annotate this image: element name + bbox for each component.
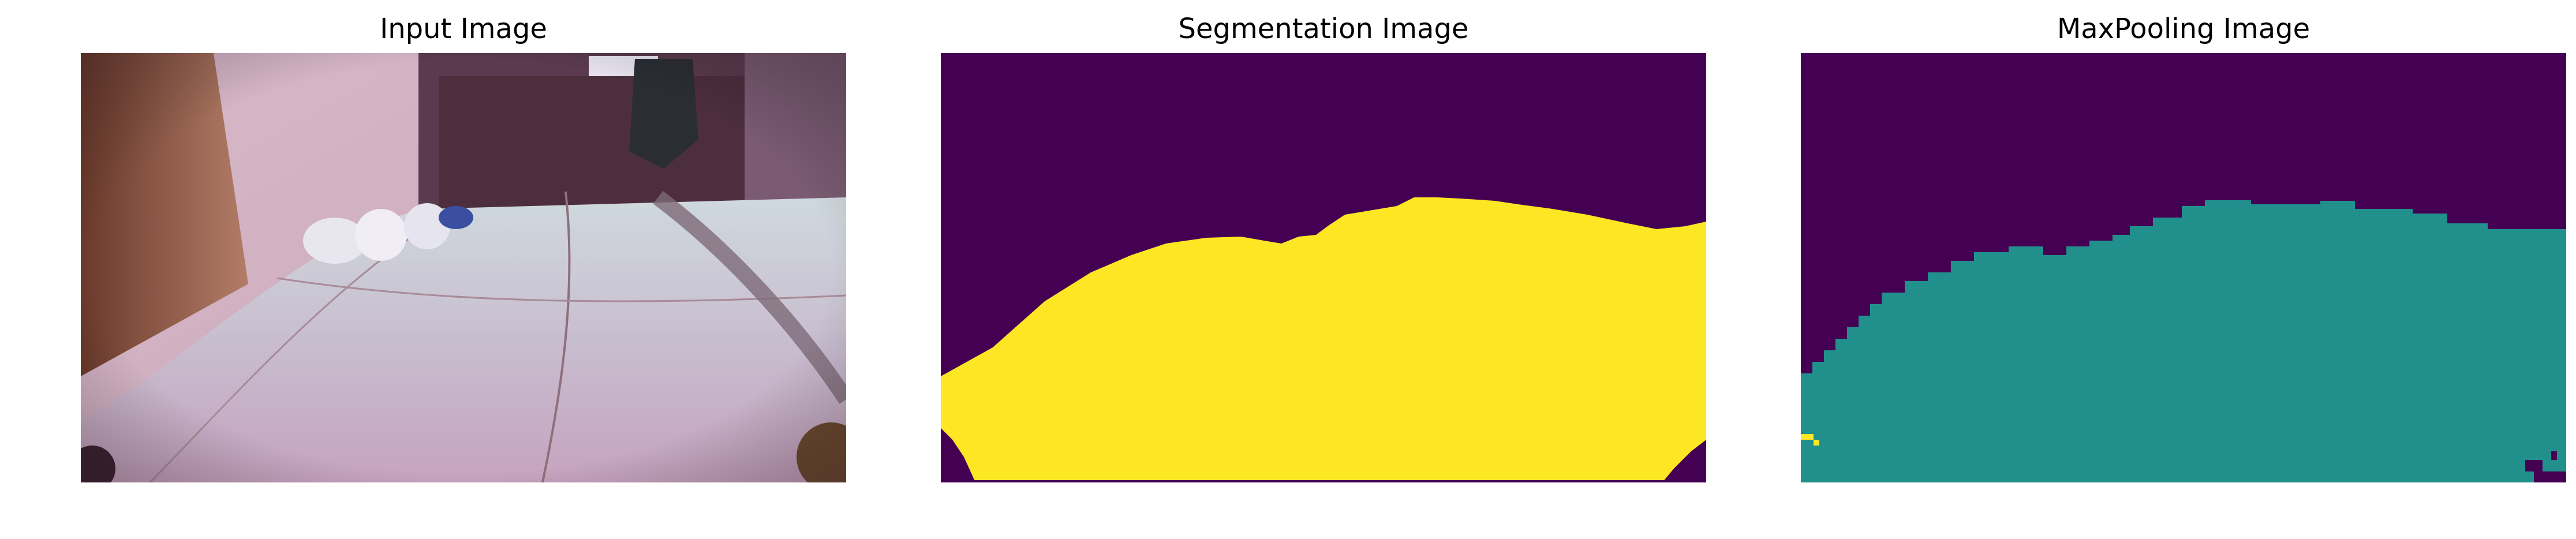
segmentation-bottom-right-blob xyxy=(1662,451,1706,482)
maxpooling-image-panel: MaxPooling Image xyxy=(1720,0,2576,539)
segmentation-left-edge xyxy=(941,428,975,482)
segmentation-image-title: Segmentation Image xyxy=(1178,13,1469,45)
segmentation-svg xyxy=(941,53,1706,482)
maxpooling-image xyxy=(1801,53,2566,482)
segmentation-image xyxy=(941,53,1706,482)
input-image-title: Input Image xyxy=(380,13,547,45)
input-image-panel: Input Image xyxy=(0,0,848,539)
input-photo-svg xyxy=(81,53,846,482)
maxpool-yellow-pixel xyxy=(1814,440,1819,446)
maxpool-dark-blob xyxy=(2534,471,2566,482)
vignette xyxy=(81,53,846,482)
segmentation-bottom-line xyxy=(941,480,1706,482)
input-image xyxy=(81,53,846,482)
maxpool-dark-blob xyxy=(2551,451,2557,460)
maxpool-floor-region xyxy=(1801,200,2566,482)
maxpooling-svg xyxy=(1801,53,2566,482)
maxpool-dark-blob xyxy=(2525,460,2543,471)
maxpooling-image-title: MaxPooling Image xyxy=(2057,13,2310,45)
segmentation-floor-region xyxy=(941,197,1706,482)
segmentation-image-panel: Segmentation Image xyxy=(860,0,1726,539)
maxpool-yellow-pixel xyxy=(1801,434,1814,440)
